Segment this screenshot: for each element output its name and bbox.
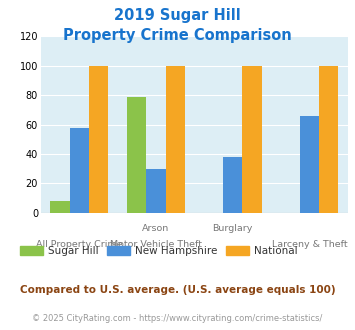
Text: © 2025 CityRating.com - https://www.cityrating.com/crime-statistics/: © 2025 CityRating.com - https://www.city… xyxy=(32,314,323,323)
Bar xyxy=(165,66,185,213)
Bar xyxy=(127,97,146,213)
Bar xyxy=(300,116,319,213)
Bar xyxy=(242,66,262,213)
Bar xyxy=(223,157,242,213)
Bar xyxy=(70,127,89,213)
Bar xyxy=(319,66,338,213)
Bar xyxy=(146,169,165,213)
Legend: Sugar Hill, New Hampshire, National: Sugar Hill, New Hampshire, National xyxy=(16,242,302,260)
Text: Compared to U.S. average. (U.S. average equals 100): Compared to U.S. average. (U.S. average … xyxy=(20,285,335,295)
Text: 2019 Sugar Hill: 2019 Sugar Hill xyxy=(114,8,241,23)
Bar xyxy=(50,201,70,213)
Text: Motor Vehicle Theft: Motor Vehicle Theft xyxy=(110,240,202,249)
Text: Larceny & Theft: Larceny & Theft xyxy=(272,240,347,249)
Text: Burglary: Burglary xyxy=(213,224,253,233)
Bar xyxy=(89,66,108,213)
Text: Property Crime Comparison: Property Crime Comparison xyxy=(63,28,292,43)
Text: All Property Crime: All Property Crime xyxy=(36,240,122,249)
Text: Arson: Arson xyxy=(142,224,170,233)
